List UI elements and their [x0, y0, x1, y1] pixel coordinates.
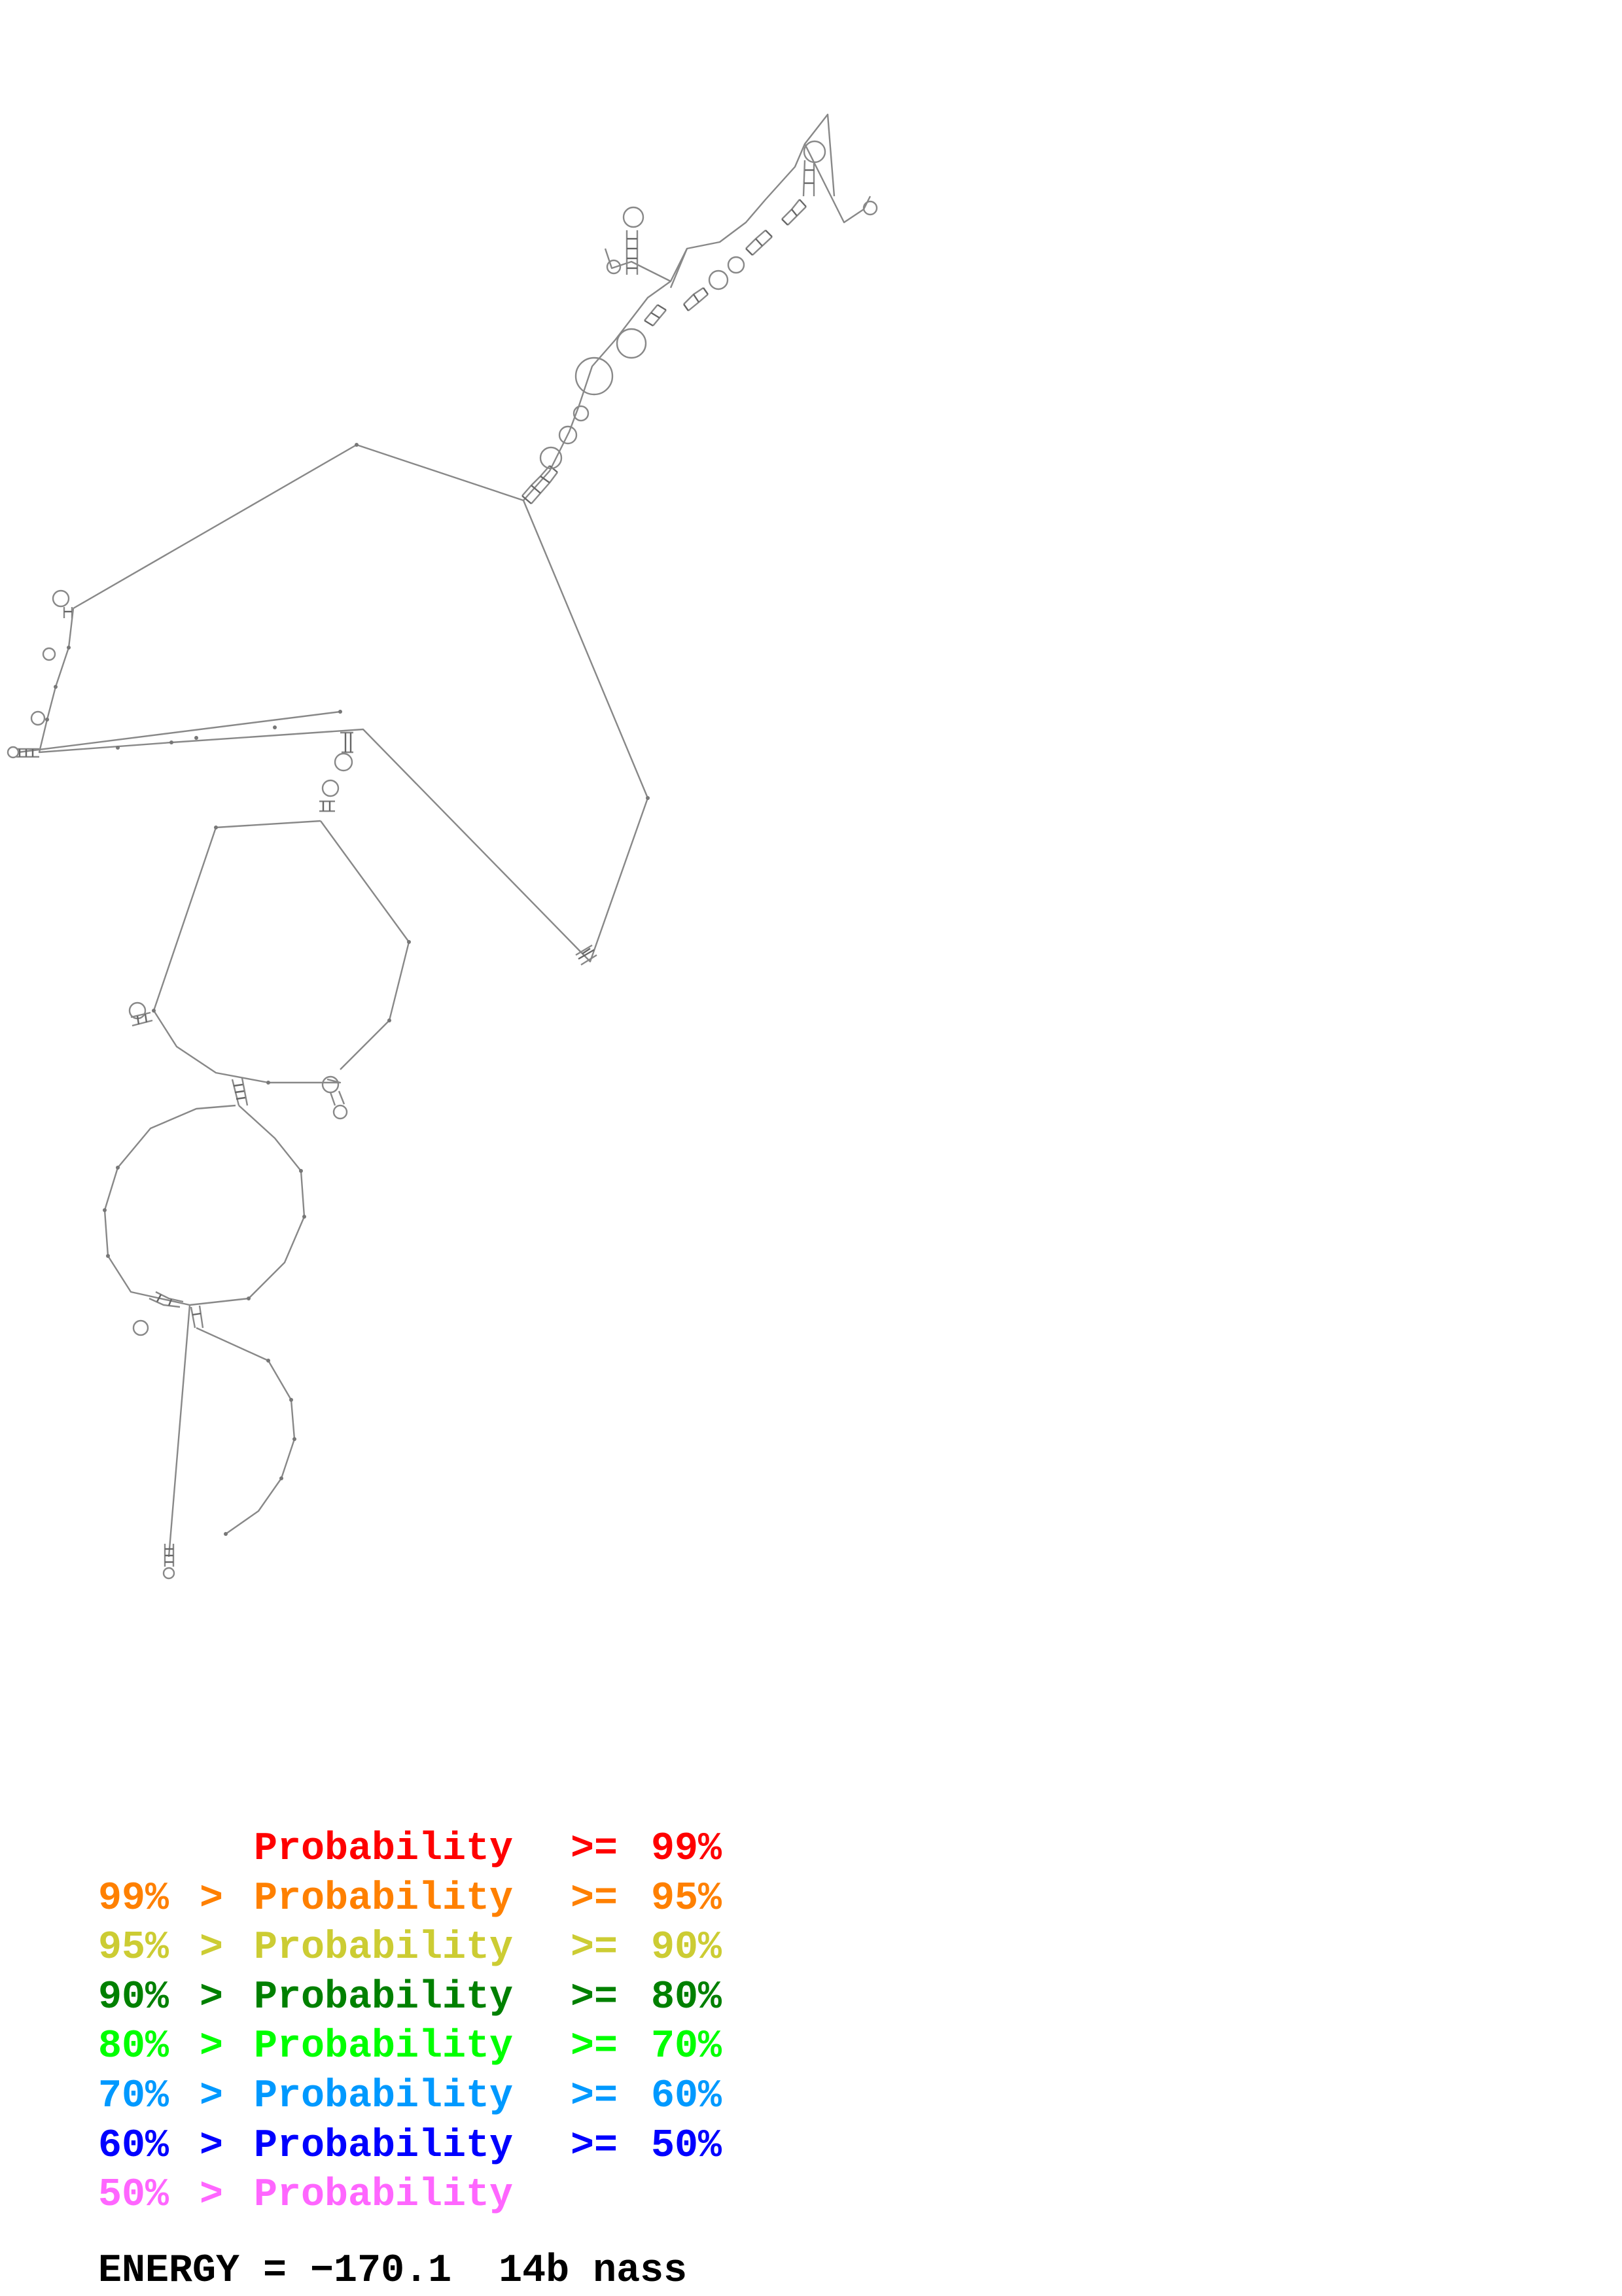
legend-operator-ge: >= — [571, 2025, 618, 2070]
legend-upper-bound: 80% — [651, 1975, 722, 2020]
legend-operator-ge: >= — [571, 2123, 618, 2168]
legend-operator-gt: > — [200, 2025, 224, 2070]
legend-probability-word: Probability — [254, 1876, 514, 1921]
legend-lower-bound: 60% — [98, 2123, 169, 2168]
legend-upper-bound: 90% — [651, 1926, 722, 1971]
legend-upper-bound: 95% — [651, 1876, 722, 1921]
legend-operator-gt: > — [200, 2123, 224, 2168]
legend-lower-bound: 99% — [98, 1876, 169, 1921]
legend-operator-gt: > — [200, 1876, 224, 1921]
legend-probability-word: Probability — [254, 1926, 514, 1971]
legend-probability-word: Probability — [254, 1975, 514, 2020]
legend-operator-ge: >= — [571, 1876, 618, 1921]
legend-lower-bound: 50% — [98, 2173, 169, 2218]
legend-operator-ge: >= — [571, 1975, 618, 2020]
legend-operator-gt: > — [200, 2074, 224, 2119]
legend-probability-word: Probability — [254, 2173, 514, 2218]
legend-upper-bound: 50% — [651, 2123, 722, 2168]
legend-upper-bound: 60% — [651, 2074, 722, 2119]
legend-lower-bound: 90% — [98, 1975, 169, 2020]
legend-probability-word: Probability — [254, 2074, 514, 2119]
stem-region — [7, 140, 878, 1580]
legend-operator-gt: > — [200, 1926, 224, 1971]
legend-upper-bound: 70% — [651, 2025, 722, 2070]
energy-label: ENERGY = −170.1 14b nass — [98, 2249, 688, 2293]
legend-operator-ge: >= — [571, 2074, 618, 2119]
legend-operator-ge: >= — [571, 1926, 618, 1971]
legend-operator-ge: >= — [571, 1827, 618, 1871]
legend-operator-gt: > — [200, 2173, 224, 2218]
legend-probability-word: Probability — [254, 2025, 514, 2070]
legend-probability-word: Probability — [254, 1827, 514, 1871]
legend-lower-bound: 95% — [98, 1926, 169, 1971]
nucleotide-markers — [45, 443, 650, 1536]
rna-secondary-structure — [7, 113, 878, 1580]
legend-operator-gt: > — [200, 1975, 224, 2020]
legend-probability-word: Probability — [254, 2123, 514, 2168]
legend-upper-bound: 99% — [651, 1827, 722, 1871]
backbone-trace — [18, 113, 872, 1557]
legend-lower-bound: 80% — [98, 2025, 169, 2070]
legend-lower-bound: 70% — [98, 2074, 169, 2119]
